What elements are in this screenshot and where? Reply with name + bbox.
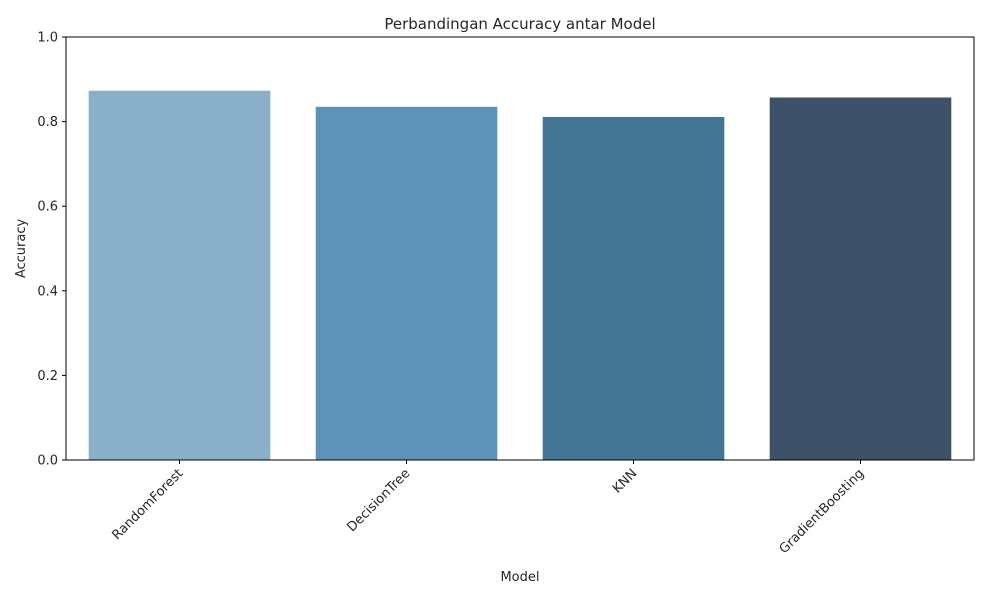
x-tick-label: DecisionTree: [344, 466, 413, 535]
y-axis-ticks: 0.0 0.2 0.4 0.6 0.8 1.0: [37, 31, 66, 469]
bars-group: [88, 90, 952, 461]
x-tick-label: KNN: [610, 466, 640, 496]
x-tick-label: RandomForest: [109, 466, 186, 543]
chart-title: Perbandingan Accuracy antar Model: [384, 15, 655, 33]
y-tick-label: 0.6: [37, 200, 58, 215]
x-axis-ticks: RandomForest DecisionTree KNN GradientBoost…: [109, 460, 867, 557]
y-tick-label: 1.0: [37, 31, 58, 46]
x-tick-label: GradientBoosting: [777, 466, 868, 557]
bar-randomforest: [88, 90, 271, 460]
y-tick-label: 0.8: [37, 115, 58, 130]
y-tick-label: 0.0: [37, 454, 58, 469]
y-tick-label: 0.2: [37, 369, 58, 384]
plot-frame: [65, 36, 975, 461]
y-axis-label: Accuracy: [14, 219, 29, 279]
y-tick-label: 0.4: [37, 284, 58, 299]
bar-knn: [542, 116, 725, 461]
bar-decisiontree: [315, 106, 498, 461]
x-axis-label: Model: [500, 570, 539, 585]
bar-gradientboosting: [769, 97, 952, 460]
